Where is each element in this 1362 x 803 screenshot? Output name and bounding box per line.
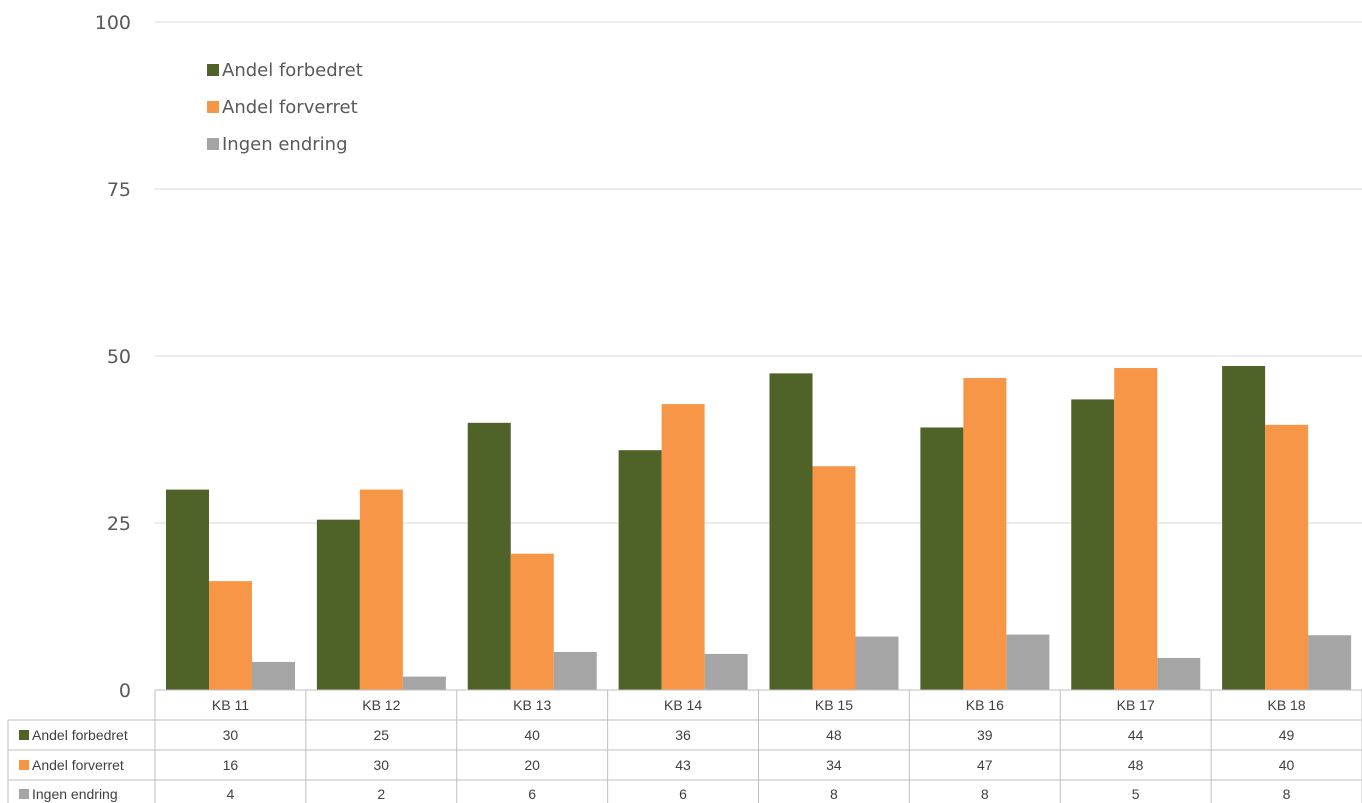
bar: [618, 450, 662, 690]
bar: [1222, 366, 1266, 690]
table-row-label: Ingen endring: [32, 786, 118, 802]
data-label: 16: [223, 757, 239, 773]
data-label: 8: [981, 786, 989, 802]
legend-label: Ingen endring: [222, 134, 348, 155]
gridlines: [155, 21, 1362, 524]
data-label: 5: [1132, 786, 1140, 802]
data-label: 8: [1283, 786, 1291, 802]
bar: [812, 466, 856, 690]
bar: [1157, 657, 1201, 690]
legend-swatch: [207, 138, 219, 150]
x-tick-label: KB 11: [212, 697, 249, 713]
bars: [166, 366, 1352, 690]
bar: [920, 427, 964, 690]
x-tick-label: KB 18: [1267, 697, 1305, 713]
bar: [1265, 424, 1309, 690]
data-label: 30: [223, 727, 239, 743]
x-tick-label: KB 16: [966, 697, 1004, 713]
bar: [252, 661, 295, 690]
bar: [769, 373, 813, 690]
data-table: KB 11 KB 12 KB 13 KB 14 KB 15 KB 16 KB 17 KB 18…: [7, 689, 1362, 803]
bar: [510, 553, 554, 690]
y-tick-label: 75: [107, 179, 131, 201]
y-tick-label: 100: [95, 12, 131, 34]
bar: [963, 378, 1007, 690]
data-label: 44: [1128, 727, 1144, 743]
data-label: 2: [377, 786, 385, 802]
data-label: 6: [679, 786, 687, 802]
bar: [467, 422, 511, 690]
data-label: 48: [1128, 757, 1144, 773]
data-label: 34: [826, 757, 842, 773]
data-label: 4: [227, 786, 235, 802]
y-axis-ticks: 0 25 50 75 100: [95, 12, 131, 702]
bar: [1114, 368, 1158, 690]
data-label: 48: [826, 727, 842, 743]
x-tick-label: KB 14: [664, 697, 702, 713]
data-label: 40: [524, 727, 540, 743]
legend-label: Andel forverret: [222, 97, 358, 118]
data-label: 8: [830, 786, 838, 802]
bar: [209, 581, 252, 690]
data-label: 6: [528, 786, 536, 802]
bar: [316, 519, 360, 690]
table-row-label: Andel forbedret: [32, 727, 128, 743]
bar: [166, 489, 209, 690]
bar: [402, 676, 446, 690]
table-legend-swatch: [19, 730, 29, 740]
bar: [359, 489, 403, 690]
x-tick-label: KB 15: [815, 697, 853, 713]
table-row-label: Andel forverret: [32, 757, 124, 773]
data-label: 20: [524, 757, 540, 773]
x-tick-label: KB 17: [1117, 697, 1155, 713]
data-label: 30: [374, 757, 390, 773]
table-legend-swatch: [19, 789, 29, 799]
bar: [1308, 635, 1352, 690]
data-label: 36: [675, 727, 691, 743]
data-label: 49: [1279, 727, 1295, 743]
legend-swatch: [207, 101, 219, 113]
y-tick-label: 50: [107, 346, 131, 368]
table-legend-swatch: [19, 760, 29, 770]
y-tick-label: 0: [119, 680, 131, 702]
bar: [1006, 634, 1050, 690]
legend: Andel forbedret Andel forverret Ingen endr…: [207, 60, 363, 155]
data-label: 39: [977, 727, 993, 743]
legend-label: Andel forbedret: [222, 60, 363, 81]
x-tick-label: KB 13: [513, 697, 551, 713]
bar: [704, 653, 748, 690]
bar: [1071, 399, 1115, 690]
data-label: 43: [675, 757, 691, 773]
legend-swatch: [207, 64, 219, 76]
bar: [553, 651, 597, 690]
bar: [855, 636, 899, 690]
data-label: 25: [374, 727, 390, 743]
data-label: 40: [1279, 757, 1295, 773]
bar: [661, 404, 705, 690]
data-label: 47: [977, 757, 993, 773]
x-tick-label: KB 12: [362, 697, 400, 713]
y-tick-label: 25: [107, 513, 131, 535]
